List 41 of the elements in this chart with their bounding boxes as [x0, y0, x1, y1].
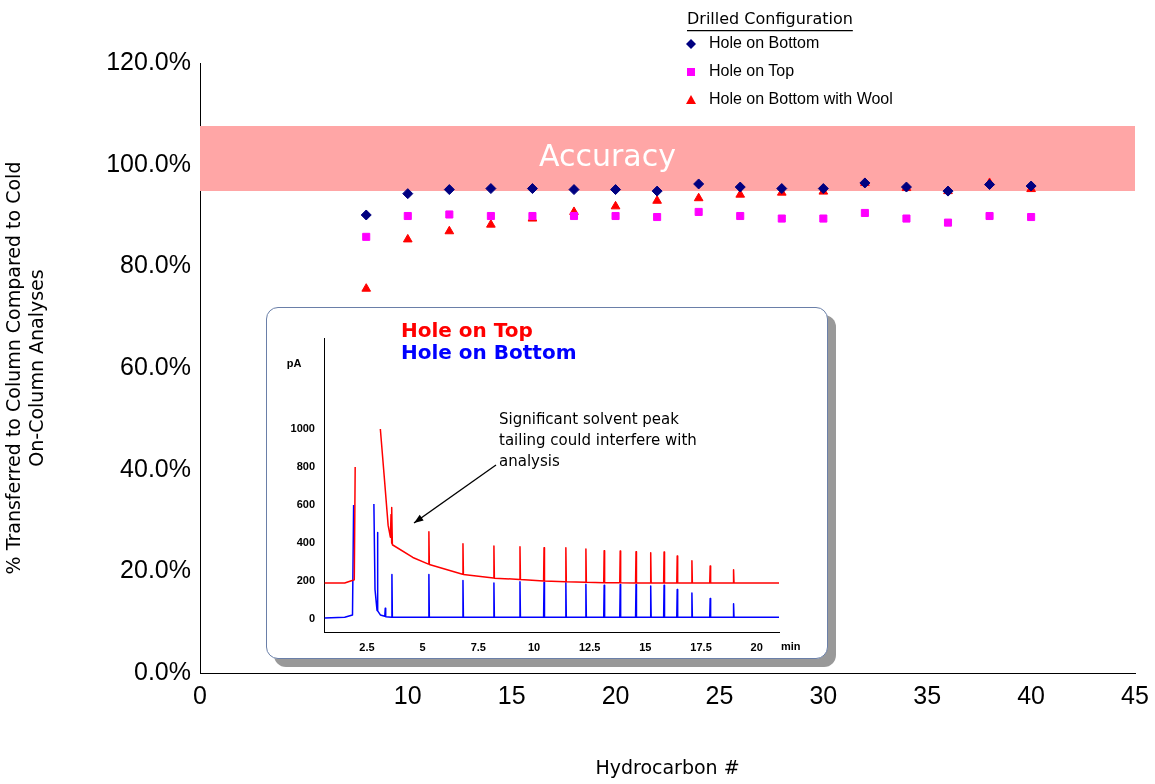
- legend-title: Drilled Configuration: [687, 9, 853, 29]
- x-tick-label: 45: [1121, 680, 1149, 709]
- y-tick-label: 800: [296, 460, 315, 473]
- x-tick-label: 17.5: [690, 640, 712, 653]
- x-tick-label: 12.5: [578, 640, 601, 653]
- y-axis-title: % Transferred to Column Compared to Cold On-Column Analyses: [2, 161, 48, 575]
- y-tick-label: 0: [308, 611, 315, 624]
- y-tick-label: 120.0%: [106, 46, 191, 75]
- x-tick-label: 15: [639, 640, 652, 653]
- y-tick-label: 1000: [290, 422, 315, 435]
- x-tick-label: 20: [750, 640, 763, 653]
- y-tick-label: 60.0%: [120, 351, 191, 380]
- x-tick-label: 20: [601, 680, 630, 709]
- annotation: Significant solvent peak tailing could interfere with analysis: [499, 410, 697, 471]
- legend-label: Hole on Bottom: [709, 34, 820, 52]
- x-axis-title: Hydrocarbon #: [595, 755, 740, 778]
- text: Hole on Top: [401, 318, 533, 343]
- legend-label: Hole on Top: [709, 62, 795, 80]
- x-axis-title: min: [781, 639, 801, 652]
- y-tick-label: 100.0%: [106, 148, 191, 177]
- y-tick-label: 20.0%: [120, 555, 191, 584]
- x-tick-label: 40: [1017, 680, 1046, 709]
- x-tick-label: 2.5: [359, 640, 375, 653]
- y-tick-label: 600: [296, 497, 315, 510]
- x-tick-label: 10: [527, 640, 541, 653]
- x-tick-label: 7.5: [470, 640, 486, 653]
- y-tick-label: 200: [296, 573, 315, 586]
- x-tick-label: 25: [705, 680, 734, 709]
- x-tick-label: 5: [419, 640, 426, 653]
- x-tick-label: 10: [393, 680, 422, 709]
- text: Hole on Bottom: [401, 340, 577, 365]
- y-tick-label: 80.0%: [120, 250, 191, 279]
- x-tick-label: 35: [913, 680, 942, 709]
- y-tick-label: 400: [296, 535, 315, 548]
- x-tick-label: 30: [809, 680, 838, 709]
- x-tick-label: 15: [497, 680, 526, 709]
- y-tick-label: 0.0%: [134, 656, 191, 685]
- band-label: Accuracy: [539, 138, 676, 174]
- y-tick-label: 40.0%: [120, 453, 191, 482]
- y-axis-title: pA: [286, 356, 302, 369]
- legend-label: Hole on Bottom with Wool: [709, 90, 893, 108]
